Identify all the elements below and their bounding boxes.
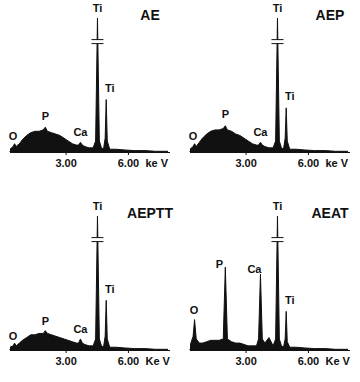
spectrum-fill <box>10 18 168 152</box>
figure: 3.00 6.00 ke V AE O P Ca Ti Ti 3.00 6.00 ke V AEP O P C… <box>0 0 360 382</box>
spectrum-panel: 3.00 6.00 ke V AEP O P Ca Ti Ti <box>189 2 350 169</box>
spectrum-fill <box>190 18 348 152</box>
peak-label: P <box>42 110 49 122</box>
x-axis-label: Ke V <box>325 355 350 367</box>
x-tick-label: 3.00 <box>55 355 76 367</box>
plot-area <box>10 18 168 152</box>
x-axis <box>190 152 350 153</box>
x-tick <box>66 152 67 155</box>
x-tick-label: 3.00 <box>55 157 76 169</box>
x-axis-label: ke V <box>325 157 348 169</box>
plot-area <box>10 216 168 350</box>
x-axis-label: ke V <box>145 157 168 169</box>
y-axis-end <box>190 349 191 350</box>
x-tick-label: 3.00 <box>235 355 256 367</box>
spectrum-line <box>10 216 168 349</box>
x-tick-label: 6.00 <box>118 157 139 169</box>
y-axis-end <box>10 349 11 350</box>
peak-label: Ti <box>93 200 103 212</box>
x-tick <box>308 152 309 155</box>
peak-label: O <box>9 330 18 342</box>
y-axis-end <box>190 151 191 152</box>
peak-label: Ti <box>273 200 283 212</box>
spectrum-fill <box>190 216 348 350</box>
peak-label: Ti <box>273 2 283 14</box>
spectrum-panel: 3.00 6.00 Ke V AEPTT O P Ca Ti Ti <box>9 200 174 367</box>
x-tick-label: 6.00 <box>298 355 319 367</box>
peak-label: P <box>216 258 223 270</box>
panel-title: AEP <box>316 7 345 23</box>
x-tick <box>246 152 247 155</box>
y-axis-end <box>10 151 11 152</box>
axis-break <box>271 40 283 44</box>
panel-title: AEAT <box>311 205 349 221</box>
peak-label: P <box>222 108 229 120</box>
x-tick-label: 6.00 <box>118 355 139 367</box>
spectrum-line <box>190 18 348 151</box>
peak-label: Ca <box>253 126 268 138</box>
peak-label: O <box>190 304 199 316</box>
peak-label: Ca <box>73 323 88 335</box>
x-axis <box>10 152 170 153</box>
axis-break <box>91 40 103 44</box>
peak-label: Ti <box>285 90 295 102</box>
x-axis <box>10 350 170 351</box>
peak-label: Ti <box>93 2 103 14</box>
peak-label: Ca <box>247 263 262 275</box>
x-tick <box>308 350 309 353</box>
peak-label: Ca <box>73 126 88 138</box>
axis-break <box>91 238 103 242</box>
peak-label: O <box>189 130 198 142</box>
x-tick <box>66 350 67 353</box>
peak-label: Ti <box>105 82 115 94</box>
x-tick <box>246 350 247 353</box>
x-axis <box>190 350 350 351</box>
peak-label: Ti <box>285 294 295 306</box>
x-tick-label: 6.00 <box>298 157 319 169</box>
peak-label: O <box>9 130 18 142</box>
x-tick <box>128 350 129 353</box>
panel-title: AE <box>140 7 159 23</box>
peak-label: P <box>42 315 49 327</box>
plot-area <box>190 216 348 350</box>
plot-area <box>190 18 348 152</box>
peak-label: Ti <box>105 283 115 295</box>
x-tick-label: 3.00 <box>235 157 256 169</box>
spectrum-panel: 3.00 6.00 Ke V AEAT O P Ca Ti Ti <box>190 200 351 367</box>
axis-break <box>271 238 283 242</box>
spectrum-line <box>190 216 348 349</box>
x-tick <box>128 152 129 155</box>
x-axis-label: Ke V <box>145 355 170 367</box>
panel-title: AEPTT <box>127 205 173 221</box>
spectrum-panel: 3.00 6.00 ke V AE O P Ca Ti Ti <box>9 2 170 169</box>
spectrum-line <box>10 18 168 151</box>
spectrum-fill <box>10 216 168 350</box>
